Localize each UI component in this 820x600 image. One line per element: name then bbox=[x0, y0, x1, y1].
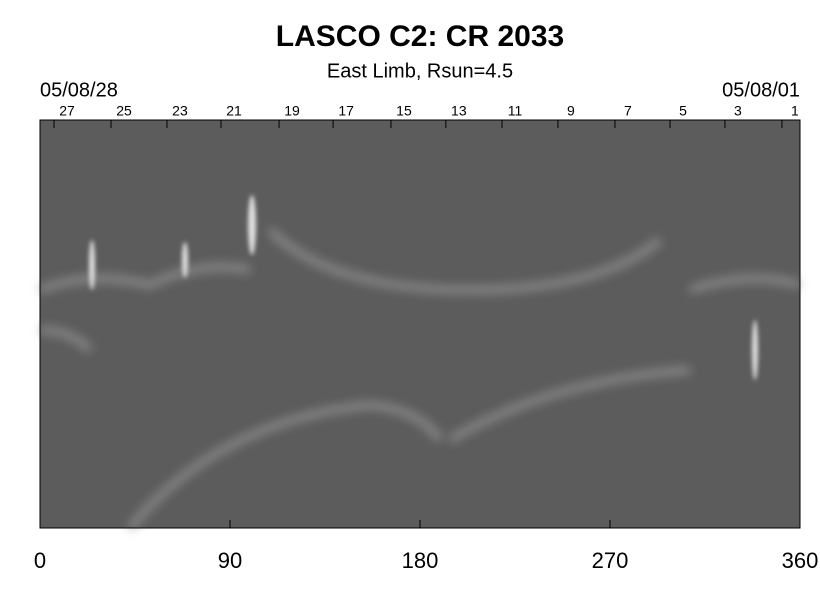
top-tick-label: 7 bbox=[624, 103, 632, 119]
top-tick-label: 17 bbox=[338, 103, 354, 119]
top-tick-label: 15 bbox=[396, 103, 412, 119]
top-tick-label: 25 bbox=[116, 103, 132, 119]
chart-subtitle: East Limb, Rsun=4.5 bbox=[327, 60, 513, 82]
top-tick-label: 3 bbox=[734, 103, 742, 119]
x-tick-label: 0 bbox=[34, 548, 46, 573]
x-tick-label: 360 bbox=[782, 548, 819, 573]
top-tick-label: 5 bbox=[679, 103, 687, 119]
top-tick-label: 1 bbox=[791, 103, 799, 119]
top-tick-label: 9 bbox=[567, 103, 575, 119]
end-date: 05/08/01 bbox=[722, 79, 800, 101]
x-tick-label: 90 bbox=[218, 548, 242, 573]
top-tick-label: 27 bbox=[59, 103, 75, 119]
x-tick-label: 270 bbox=[592, 548, 629, 573]
top-tick-label: 13 bbox=[451, 103, 467, 119]
start-date: 05/08/28 bbox=[40, 79, 118, 101]
x-tick-label: 180 bbox=[402, 548, 439, 573]
top-tick-label: 11 bbox=[508, 103, 523, 119]
top-tick-label: 23 bbox=[172, 103, 188, 119]
top-tick-label: 21 bbox=[226, 103, 242, 119]
synoptic-image bbox=[38, 119, 802, 531]
chart-title: LASCO C2: CR 2033 bbox=[276, 20, 564, 53]
top-tick-label: 19 bbox=[284, 103, 300, 119]
